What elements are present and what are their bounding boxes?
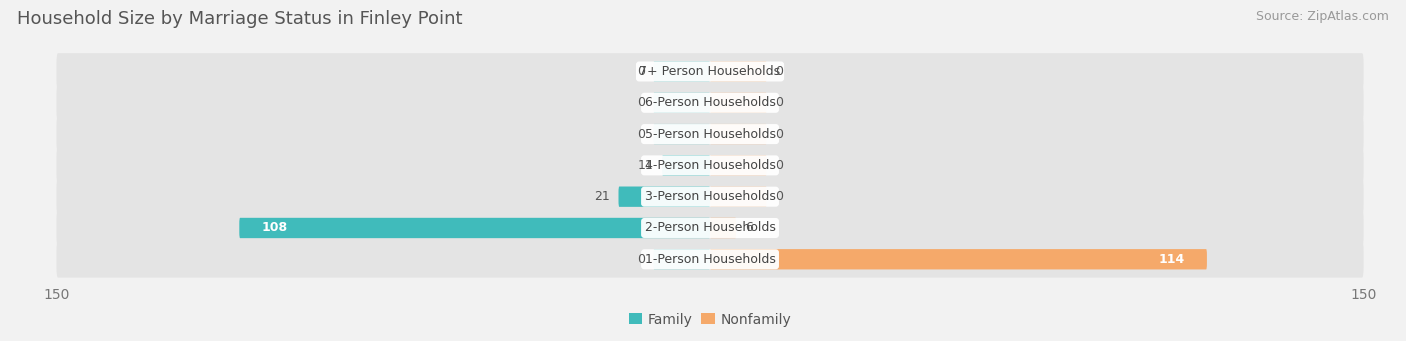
Text: 114: 114	[1159, 253, 1185, 266]
FancyBboxPatch shape	[56, 147, 1364, 184]
Text: 11: 11	[637, 159, 654, 172]
Text: Source: ZipAtlas.com: Source: ZipAtlas.com	[1256, 10, 1389, 23]
Text: 0: 0	[637, 65, 644, 78]
FancyBboxPatch shape	[56, 241, 1364, 278]
Text: 0: 0	[637, 96, 644, 109]
Text: 0: 0	[776, 190, 783, 203]
FancyBboxPatch shape	[239, 218, 710, 238]
Text: 7+ Person Households: 7+ Person Households	[640, 65, 780, 78]
Legend: Family, Nonfamily: Family, Nonfamily	[623, 307, 797, 332]
Text: 0: 0	[776, 159, 783, 172]
FancyBboxPatch shape	[654, 61, 710, 81]
FancyBboxPatch shape	[710, 187, 766, 207]
FancyBboxPatch shape	[56, 210, 1364, 246]
FancyBboxPatch shape	[56, 53, 1364, 90]
Text: 0: 0	[776, 96, 783, 109]
FancyBboxPatch shape	[654, 124, 710, 144]
FancyBboxPatch shape	[662, 155, 710, 176]
Text: 3-Person Households: 3-Person Households	[644, 190, 776, 203]
FancyBboxPatch shape	[710, 218, 737, 238]
Text: 2-Person Households: 2-Person Households	[644, 222, 776, 235]
Text: 21: 21	[593, 190, 610, 203]
Text: Household Size by Marriage Status in Finley Point: Household Size by Marriage Status in Fin…	[17, 10, 463, 28]
FancyBboxPatch shape	[619, 187, 710, 207]
Text: 0: 0	[776, 128, 783, 140]
Text: 0: 0	[776, 65, 783, 78]
FancyBboxPatch shape	[710, 124, 766, 144]
Text: 0: 0	[637, 253, 644, 266]
Text: 108: 108	[262, 222, 287, 235]
Text: 6-Person Households: 6-Person Households	[644, 96, 776, 109]
FancyBboxPatch shape	[56, 178, 1364, 215]
Text: 5-Person Households: 5-Person Households	[644, 128, 776, 140]
FancyBboxPatch shape	[710, 93, 766, 113]
Text: 4-Person Households: 4-Person Households	[644, 159, 776, 172]
FancyBboxPatch shape	[56, 116, 1364, 152]
FancyBboxPatch shape	[654, 93, 710, 113]
FancyBboxPatch shape	[56, 85, 1364, 121]
Text: 1-Person Households: 1-Person Households	[644, 253, 776, 266]
FancyBboxPatch shape	[654, 249, 710, 269]
FancyBboxPatch shape	[710, 249, 1206, 269]
FancyBboxPatch shape	[710, 61, 766, 81]
Text: 6: 6	[745, 222, 752, 235]
FancyBboxPatch shape	[710, 155, 766, 176]
Text: 0: 0	[637, 128, 644, 140]
